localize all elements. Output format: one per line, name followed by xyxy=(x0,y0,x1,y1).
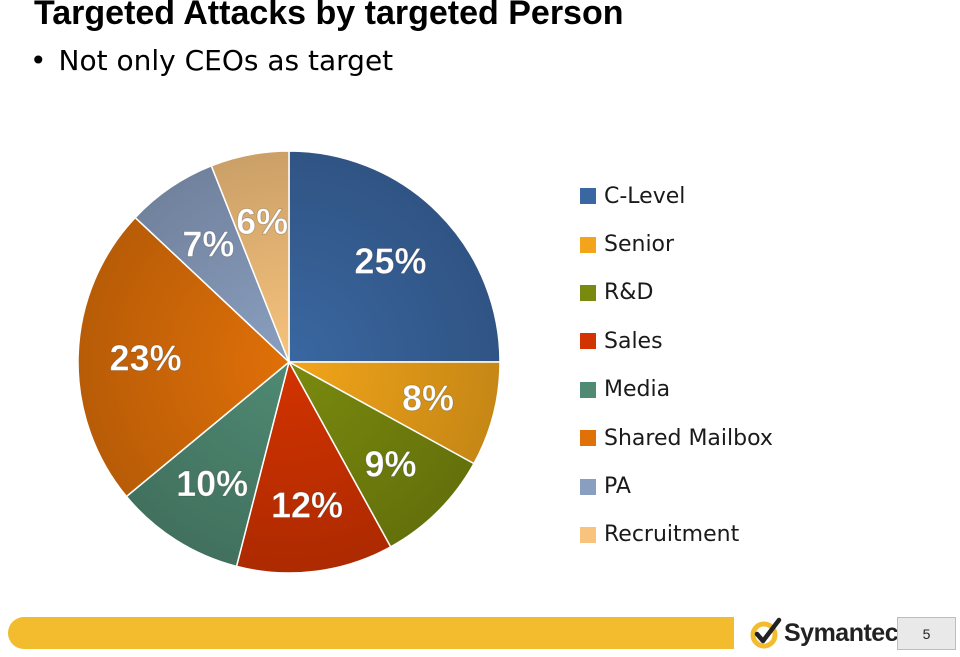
legend-item-pa: PA xyxy=(580,462,840,510)
legend-item-media: Media xyxy=(580,366,840,414)
pie-slice-c-level xyxy=(288,150,501,363)
slice-label-shared-mailbox: 23% xyxy=(110,337,182,378)
pie-slice-senior xyxy=(288,361,501,465)
legend-label: Sales xyxy=(604,328,663,354)
legend-label: Shared Mailbox xyxy=(604,425,773,451)
legend-swatch xyxy=(580,526,596,543)
pie-slice-recruitment xyxy=(210,150,290,363)
slice-label-recruitment: 6% xyxy=(236,201,288,242)
legend-swatch xyxy=(580,236,596,253)
legend-label: PA xyxy=(604,474,631,500)
legend-item-c-level: C-Level xyxy=(580,172,840,220)
legend-swatch xyxy=(580,478,596,495)
chart-legend: C-Level Senior R&D Sales Media Shared Mailbox… xyxy=(580,172,840,559)
legend-item-sales: Sales xyxy=(580,317,840,365)
legend-swatch xyxy=(580,381,596,398)
legend-item-senior: Senior xyxy=(580,220,840,268)
pie-slice-sales xyxy=(235,359,392,574)
slice-label-r-d: 9% xyxy=(364,443,416,484)
legend-label: Senior xyxy=(604,232,675,258)
legend-swatch xyxy=(580,333,596,350)
slide-title: Targeted Attacks by targeted Person xyxy=(34,0,624,32)
legend-swatch xyxy=(580,188,596,205)
page-number: 5 xyxy=(897,617,956,650)
legend-swatch xyxy=(580,430,596,447)
symantec-logo: Symantec. xyxy=(748,616,905,650)
slice-label-senior: 8% xyxy=(402,378,454,419)
checkmark-logo-icon xyxy=(750,617,782,649)
pie-slice-shared-mailbox xyxy=(77,216,291,498)
slice-label-c-level: 25% xyxy=(354,241,426,282)
pie-slice-r-d xyxy=(287,360,475,548)
bullet-point: • Not only CEOs as target xyxy=(30,44,393,77)
legend-label: Recruitment xyxy=(604,522,740,548)
footer-bar xyxy=(8,617,734,649)
legend-label: C-Level xyxy=(604,183,686,209)
slice-label-sales: 12% xyxy=(271,484,343,525)
bullet-text: Not only CEOs as target xyxy=(58,44,394,77)
logo-text: Symantec. xyxy=(784,618,905,647)
slice-label-media: 10% xyxy=(176,463,248,504)
legend-item-shared-mailbox: Shared Mailbox xyxy=(580,414,840,462)
legend-label: R&D xyxy=(604,280,654,306)
legend-item-r-d: R&D xyxy=(580,269,840,317)
bullet-dot-icon: • xyxy=(30,44,47,77)
pie-slice-media xyxy=(125,359,291,568)
slice-label-pa: 7% xyxy=(182,223,234,264)
legend-label: Media xyxy=(604,377,671,403)
legend-swatch xyxy=(580,284,596,301)
legend-item-recruitment: Recruitment xyxy=(580,511,840,559)
